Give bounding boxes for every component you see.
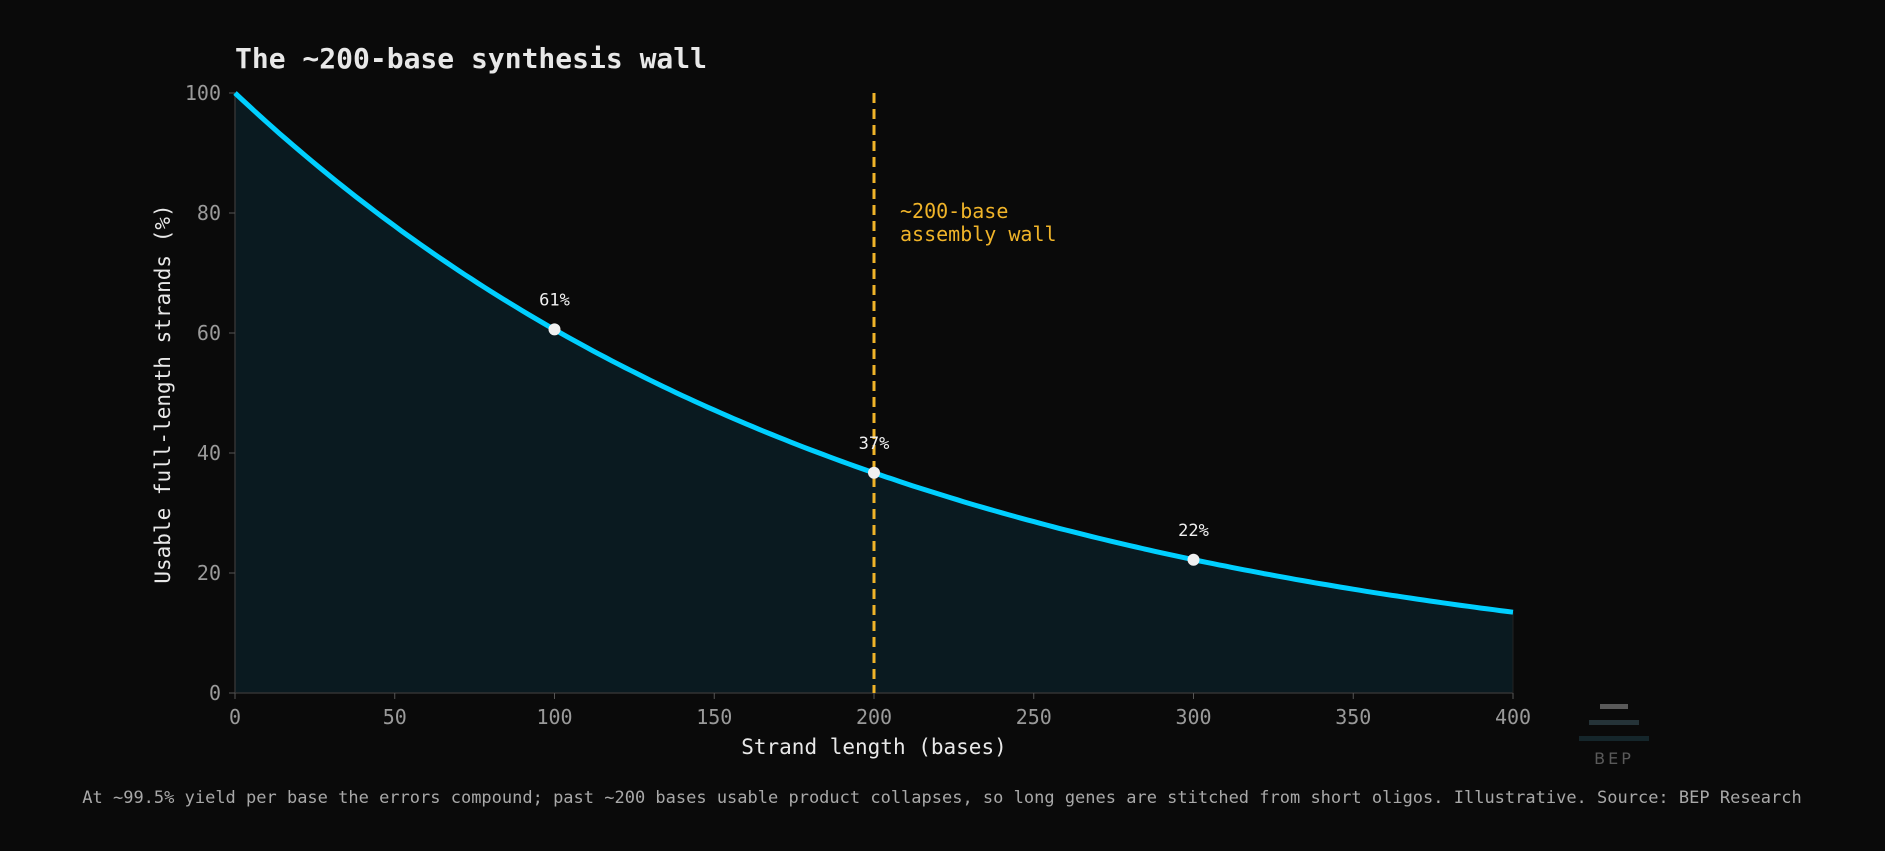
y-ticks: 0 20 40 60 80 100 (185, 81, 235, 705)
data-point (548, 323, 561, 336)
x-tick-label: 400 (1495, 705, 1531, 729)
highlighted-points: 61% 37% 22% (539, 290, 1209, 566)
x-ticks: 0 50 100 150 200 250 300 350 400 (229, 693, 1531, 729)
logo-bar-middle (1589, 720, 1639, 725)
data-point (1187, 553, 1200, 566)
x-tick-label: 300 (1175, 705, 1211, 729)
footnote: At ~99.5% yield per base the errors comp… (82, 788, 1801, 808)
logo-text: BEP (1594, 749, 1634, 768)
x-tick-label: 0 (229, 705, 241, 729)
x-tick-label: 50 (383, 705, 407, 729)
assembly-wall-annotation-line: ~200-base (900, 199, 1008, 223)
bep-logo: BEP (1579, 704, 1649, 768)
x-tick-label: 100 (536, 705, 572, 729)
x-tick-label: 250 (1016, 705, 1052, 729)
assembly-wall-annotation: ~200-base assembly wall (900, 199, 1057, 246)
y-tick-label: 100 (185, 81, 221, 105)
data-point (868, 466, 880, 479)
y-tick-label: 80 (197, 201, 221, 225)
x-tick-label: 150 (696, 705, 732, 729)
data-point-label: 37% (859, 434, 890, 454)
y-tick-label: 40 (197, 441, 221, 465)
y-axis-label: Usable full-length strands (%) (151, 204, 175, 583)
data-point-label: 61% (539, 290, 570, 310)
y-tick-label: 0 (209, 681, 221, 705)
x-axis-label: Strand length (bases) (741, 735, 1007, 759)
y-tick-label: 20 (197, 561, 221, 585)
logo-bar-top (1600, 704, 1628, 709)
chart-title: The ~200-base synthesis wall (235, 42, 707, 75)
x-tick-label: 200 (856, 705, 892, 729)
logo-bar-bottom (1579, 736, 1649, 741)
data-point-label: 22% (1178, 521, 1209, 541)
assembly-wall-annotation-line: assembly wall (900, 222, 1057, 246)
y-tick-label: 60 (197, 321, 221, 345)
area-fill (235, 93, 1513, 693)
x-tick-label: 350 (1335, 705, 1371, 729)
